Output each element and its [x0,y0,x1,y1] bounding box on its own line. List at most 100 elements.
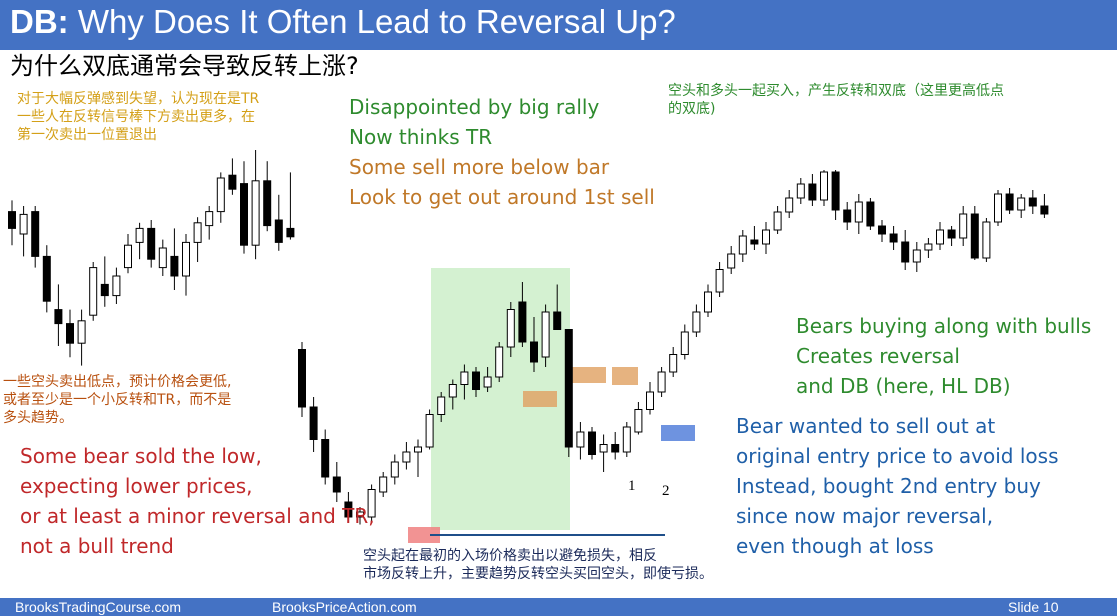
note-line: 一些空头卖出低点，预计价格会更低, [3,374,232,390]
bear-candle [42,255,51,302]
bull-candle [657,371,666,393]
bull-candle [414,446,422,453]
bear-candle [878,225,886,235]
second-entry-marker [661,425,695,441]
bull-candle [19,213,28,235]
bull-candle [704,291,712,313]
note-line: even though at loss [736,534,934,558]
bull-candle [495,346,504,378]
bull-candle [738,235,747,255]
footer-left: BrooksTradingCourse.com [15,599,181,615]
sell-zone-marker-2 [612,367,638,385]
bear-candle [472,371,480,390]
bull-candle [402,451,411,463]
note-line: not a bull trend [20,534,174,558]
bull-candle [680,331,689,355]
note-line: Bear wanted to sell out at [736,414,996,438]
note-top-right-cn: 空头和多头一起买入，产生反转和双底（这里更高低点 的双底) [668,82,1004,118]
bear-candle [228,174,237,190]
slide-title: DB: Why Does It Often Lead to Reversal U… [10,3,676,41]
note-top-left-cn: 对于大幅反弹感到失望，认为现在是TR 一些人在反转信号棒下方卖出更多，在 第一次… [17,90,259,145]
note-line: original entry price to avoid loss [736,444,1059,468]
bull-candle [541,311,550,358]
bull-candle [483,376,492,388]
note-line: or at least a minor reversal and TR, [20,504,375,528]
bull-candle [205,211,214,227]
bear-candle [750,239,759,245]
bear-candle [808,183,817,201]
note-line: expecting lower prices, [20,474,253,498]
title-prefix: DB: [10,3,69,40]
bear-candle [100,283,109,297]
bear-candle [321,439,330,478]
bull-candle [135,227,144,243]
bull-candle [379,476,388,493]
note-line: Some sell more below bar [349,155,610,179]
bear-candle [66,323,74,344]
bar-below-marker [523,391,557,407]
bull-candle [390,461,399,478]
bull-candle [251,180,260,246]
bear-candle [843,209,852,223]
bull-candle [448,384,457,398]
bull-candle [89,267,98,316]
footer-center: BrooksPriceAction.com [272,599,417,615]
bear-candle [970,213,979,259]
bull-candle [182,241,190,277]
bull-candle [912,249,921,263]
bull-candle [77,320,86,344]
bull-candle [692,311,701,333]
bear-candle [564,329,573,448]
bear-entry-marker [408,527,440,543]
bull-candle [1017,197,1026,211]
bull-candle [356,511,364,518]
bear-candle [274,219,283,243]
bull-candle [599,444,608,453]
price-chart: 1 2 [8,150,1049,543]
bull-candle [959,213,968,239]
bear-candle [866,201,875,227]
note-line: 多头趋势。 [3,410,73,427]
bull-candle [762,229,770,245]
bear-candle [947,229,956,239]
bear-candle [147,227,156,260]
bear-candle [170,255,179,277]
footer-bar: BrooksTradingCourse.com BrooksPriceActio… [0,598,1117,616]
note-line: 的双底) [668,101,716,118]
bull-candle [506,309,515,348]
note-line: Now thinks TR [349,125,493,149]
bull-candle [773,211,782,231]
bull-candle [646,391,654,410]
title-bar: DB: Why Does It Often Lead to Reversal U… [0,0,1117,50]
note-line: 第一次卖出一位置退出 [17,127,157,144]
note-mid-left-cn: 一些空头卖出低点，预计价格会更低, 或者至少是一个小反转和TR，而不是 多头趋势… [3,373,231,428]
bull-candle [216,177,225,213]
bear-candle [263,180,272,227]
bull-candle [820,171,828,201]
bull-candle [936,229,944,245]
bear-candle [518,301,527,343]
bear-candle [588,431,596,455]
bull-candle [158,247,167,269]
bear-candle [530,341,538,363]
bear-candle [332,476,341,493]
bull-candle [715,269,724,293]
bear-candle [54,309,63,325]
note-line: 对于大幅反弹感到失望，认为现在是TR [17,91,260,107]
subtitle-cn: 为什么双底通常会导致反转上涨? [10,52,359,80]
note-line: 空头起在最初的入场价格卖出以避免损失，相反 [363,548,657,564]
bear-candle [553,311,562,330]
bear-candle [298,349,306,408]
bull-candle [367,489,376,518]
bear-candle [889,233,898,243]
sell-zone-marker-1 [570,367,606,383]
label-two: 2 [662,483,670,499]
bull-candle [785,197,794,213]
bear-candle [240,183,248,246]
note-right-blue-en: Bear wanted to sell out at original entr… [736,411,1059,561]
candles-group [8,150,1049,525]
bull-candle [796,183,805,199]
note-line: 或者至少是一个小反转和TR，而不是 [3,392,232,409]
title-text: Why Does It Often Lead to Reversal Up? [77,3,676,40]
note-line: Look to get out around 1st sell [349,185,655,209]
